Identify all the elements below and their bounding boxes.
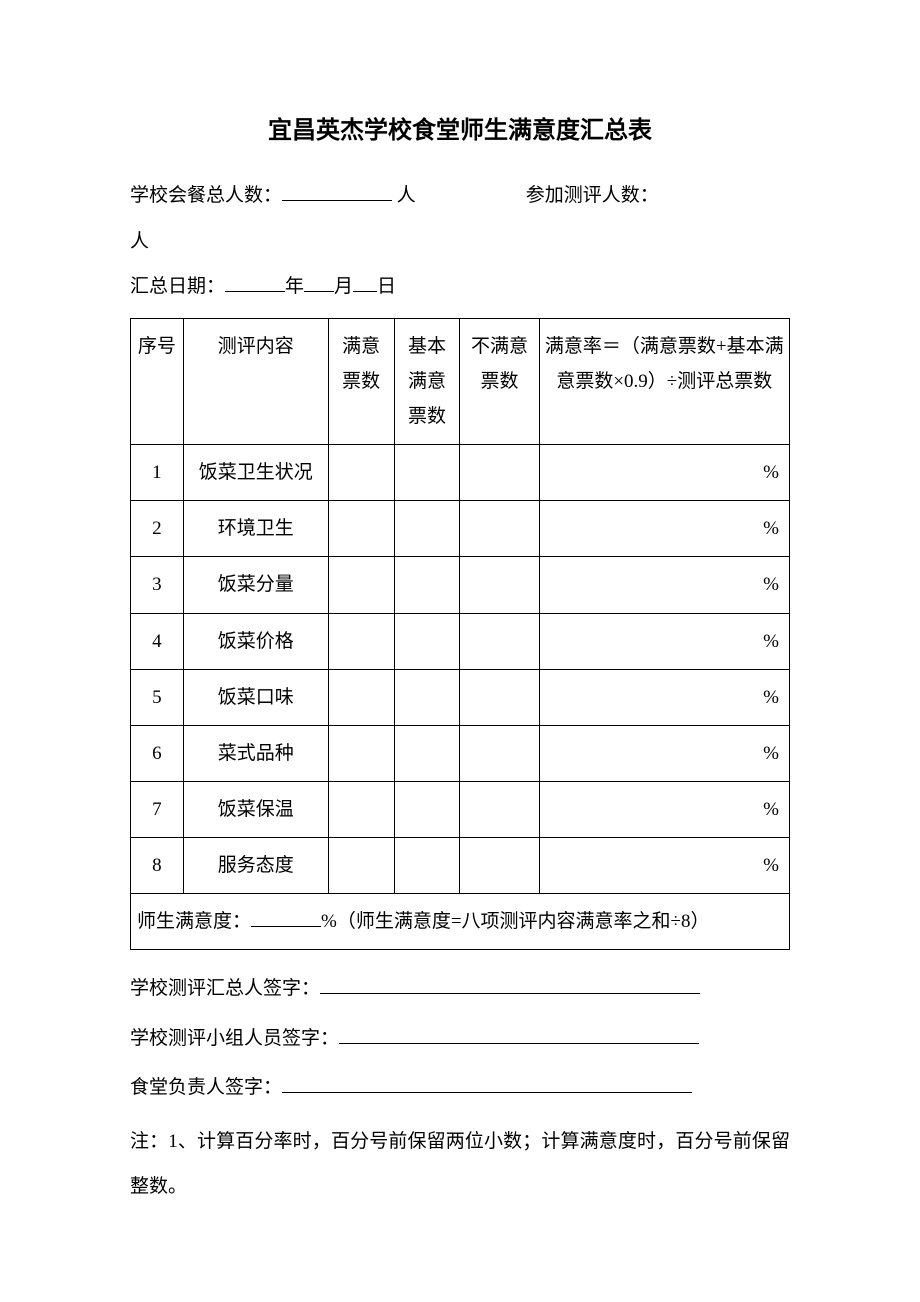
cell-rate: % — [539, 669, 789, 725]
sign-canteen-line: 食堂负责人签字： — [130, 1063, 790, 1112]
page: 宜昌英杰学校食堂师生满意度汇总表 学校会餐总人数： 人 参加测评人数： 人 汇总日… — [0, 0, 920, 1302]
table-row: 3 饭菜分量 % — [131, 557, 790, 613]
info-line-2: 人 — [130, 219, 790, 265]
header-index: 序号 — [131, 318, 184, 444]
cell-basic-satisfied — [394, 782, 460, 838]
cell-basic-satisfied — [394, 445, 460, 501]
sign-group-blank — [339, 1025, 699, 1044]
cell-item: 饭菜保温 — [183, 782, 328, 838]
page-title: 宜昌英杰学校食堂师生满意度汇总表 — [130, 110, 790, 145]
cell-not-satisfied — [460, 725, 539, 781]
month-blank — [304, 273, 334, 292]
cell-satisfied — [328, 557, 394, 613]
month-suffix: 月 — [334, 276, 353, 297]
day-blank — [353, 273, 377, 292]
table-row: 7 饭菜保温 % — [131, 782, 790, 838]
table-row: 1 饭菜卫生状况 % — [131, 445, 790, 501]
cell-item: 环境卫生 — [183, 501, 328, 557]
cell-basic-satisfied — [394, 501, 460, 557]
header-content: 测评内容 — [183, 318, 328, 444]
sign-summarizer-label: 学校测评汇总人签字： — [130, 978, 320, 999]
cell-basic-satisfied — [394, 557, 460, 613]
cell-idx: 4 — [131, 613, 184, 669]
cell-item: 饭菜价格 — [183, 613, 328, 669]
day-suffix: 日 — [377, 276, 396, 297]
table-row: 5 饭菜口味 % — [131, 669, 790, 725]
cell-basic-satisfied — [394, 613, 460, 669]
cell-idx: 8 — [131, 838, 184, 894]
cell-satisfied — [328, 501, 394, 557]
cell-rate: % — [539, 725, 789, 781]
header-basic-satisfied: 基本满意票数 — [394, 318, 460, 444]
header-rate-formula: 满意率＝（满意票数+基本满意票数×0.9）÷测评总票数 — [539, 318, 789, 444]
cell-item: 服务态度 — [183, 838, 328, 894]
summary-prefix: 师生满意度： — [137, 911, 251, 932]
cell-item: 菜式品种 — [183, 725, 328, 781]
cell-rate: % — [539, 501, 789, 557]
summary-row: 师生满意度：%（师生满意度=八项测评内容满意率之和÷8） — [131, 894, 790, 950]
sign-canteen-label: 食堂负责人签字： — [130, 1077, 282, 1098]
cell-not-satisfied — [460, 613, 539, 669]
cell-basic-satisfied — [394, 838, 460, 894]
cell-basic-satisfied — [394, 725, 460, 781]
cell-not-satisfied — [460, 557, 539, 613]
header-not-satisfied: 不满意票数 — [460, 318, 539, 444]
cell-rate: % — [539, 557, 789, 613]
cell-rate: % — [539, 782, 789, 838]
cell-idx: 1 — [131, 445, 184, 501]
total-people-blank — [282, 182, 392, 201]
cell-not-satisfied — [460, 782, 539, 838]
summary-blank — [251, 908, 321, 927]
table-row: 2 环境卫生 % — [131, 501, 790, 557]
summary-formula: （师生满意度=八项测评内容满意率之和÷8） — [337, 911, 710, 932]
cell-not-satisfied — [460, 445, 539, 501]
cell-idx: 3 — [131, 557, 184, 613]
cell-item: 饭菜口味 — [183, 669, 328, 725]
sign-canteen-blank — [282, 1074, 692, 1093]
table-row: 8 服务态度 % — [131, 838, 790, 894]
year-blank — [225, 273, 285, 292]
cell-idx: 2 — [131, 501, 184, 557]
cell-rate: % — [539, 613, 789, 669]
table-row: 6 菜式品种 % — [131, 725, 790, 781]
participants-label-suffix: 人 — [130, 231, 149, 252]
sign-summarizer-line: 学校测评汇总人签字： — [130, 964, 790, 1013]
cell-idx: 5 — [131, 669, 184, 725]
cell-not-satisfied — [460, 669, 539, 725]
cell-basic-satisfied — [394, 669, 460, 725]
sign-summarizer-blank — [320, 975, 700, 994]
summary-percent: % — [321, 911, 337, 932]
summary-cell: 师生满意度：%（师生满意度=八项测评内容满意率之和÷8） — [131, 894, 790, 950]
total-people-label-suffix: 人 — [392, 185, 416, 206]
date-label-prefix: 汇总日期： — [130, 276, 225, 297]
cell-rate: % — [539, 838, 789, 894]
sign-group-line: 学校测评小组人员签字： — [130, 1014, 790, 1063]
cell-idx: 6 — [131, 725, 184, 781]
table-row: 4 饭菜价格 % — [131, 613, 790, 669]
cell-satisfied — [328, 613, 394, 669]
cell-not-satisfied — [460, 501, 539, 557]
header-satisfied: 满意票数 — [328, 318, 394, 444]
total-people-label-prefix: 学校会餐总人数： — [130, 185, 282, 206]
cell-item: 饭菜分量 — [183, 557, 328, 613]
cell-idx: 7 — [131, 782, 184, 838]
note-block: 注：1、计算百分率时，百分号前保留两位小数；计算满意度时，百分号前保留整数。 — [130, 1119, 790, 1210]
cell-satisfied — [328, 669, 394, 725]
participants-label-prefix: 参加测评人数： — [526, 185, 659, 206]
evaluation-table: 序号 测评内容 满意票数 基本满意票数 不满意票数 满意率＝（满意票数+基本满意… — [130, 318, 790, 951]
cell-satisfied — [328, 445, 394, 501]
info-line-1: 学校会餐总人数： 人 参加测评人数： — [130, 173, 790, 219]
cell-item: 饭菜卫生状况 — [183, 445, 328, 501]
signature-block: 学校测评汇总人签字： 学校测评小组人员签字： 食堂负责人签字： — [130, 964, 790, 1112]
cell-rate: % — [539, 445, 789, 501]
info-line-3: 汇总日期： 年 月 日 — [130, 264, 790, 310]
cell-satisfied — [328, 838, 394, 894]
cell-not-satisfied — [460, 838, 539, 894]
table-header-row: 序号 测评内容 满意票数 基本满意票数 不满意票数 满意率＝（满意票数+基本满意… — [131, 318, 790, 444]
cell-satisfied — [328, 725, 394, 781]
info-block: 学校会餐总人数： 人 参加测评人数： 人 汇总日期： 年 月 日 — [130, 173, 790, 310]
year-suffix: 年 — [285, 276, 304, 297]
cell-satisfied — [328, 782, 394, 838]
sign-group-label: 学校测评小组人员签字： — [130, 1028, 339, 1049]
